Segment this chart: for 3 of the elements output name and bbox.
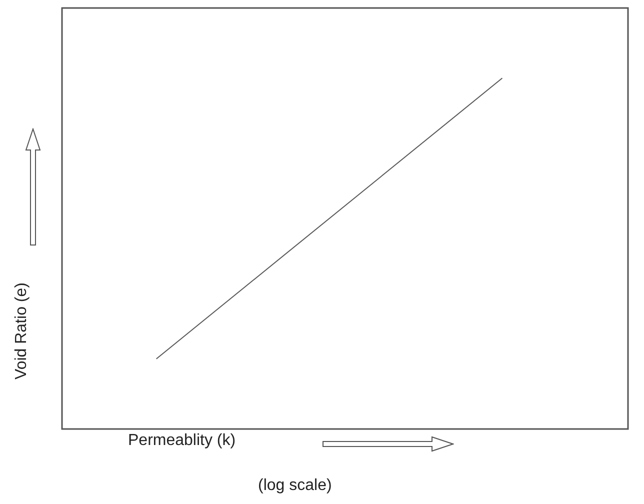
- x-axis-title: Permeablity (k): [128, 432, 236, 450]
- y-axis-title: Void Ratio (e): [13, 282, 31, 380]
- text: (log scale): [258, 477, 332, 495]
